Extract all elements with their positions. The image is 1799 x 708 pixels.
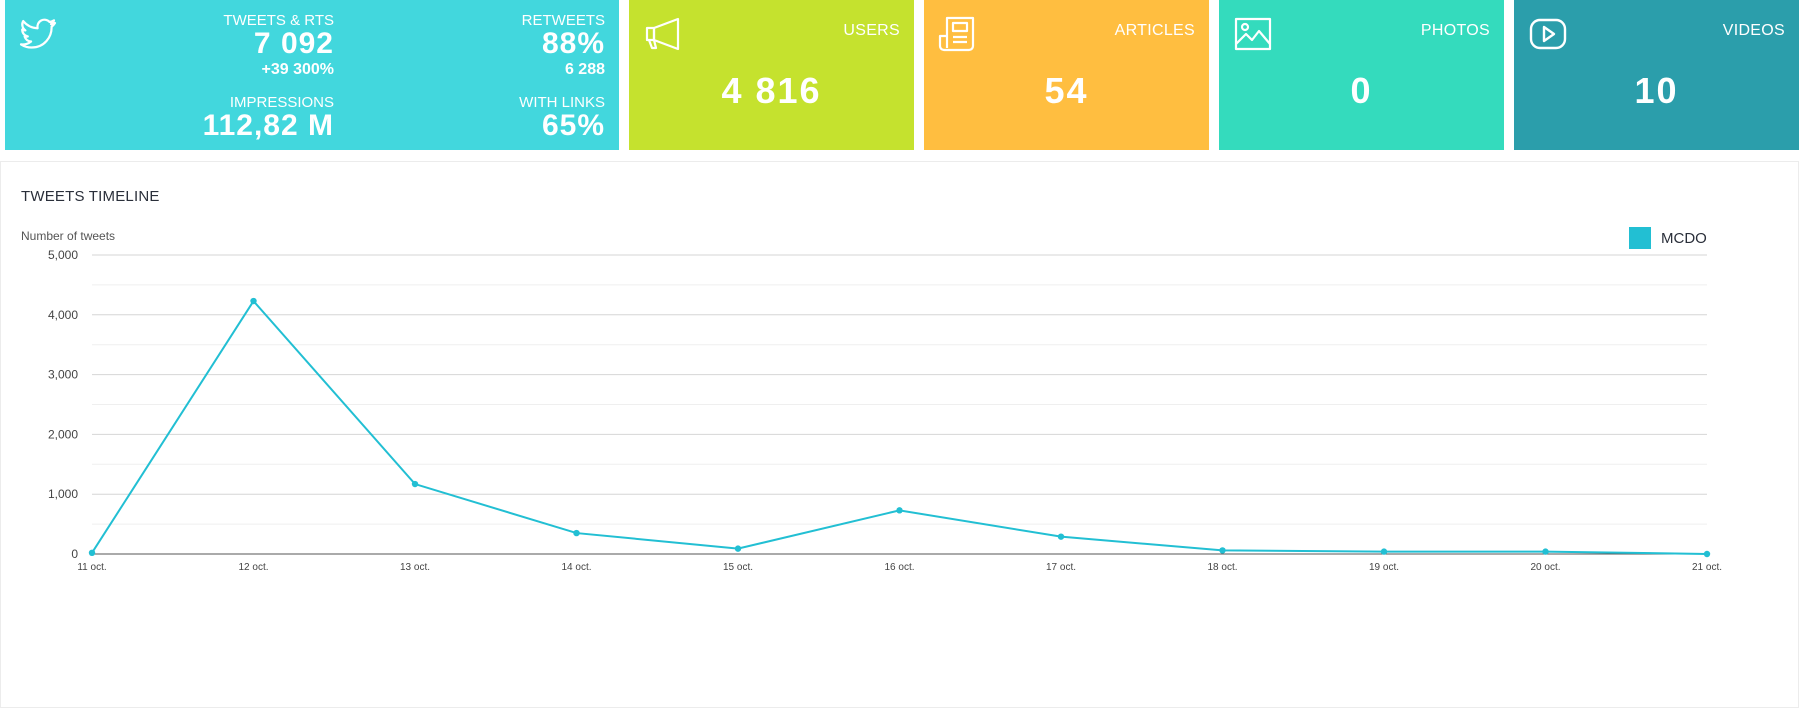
data-point xyxy=(1380,548,1388,555)
y-tick-label: 5,000 xyxy=(48,248,78,262)
articles-label: Articles xyxy=(1114,22,1195,39)
image-icon xyxy=(1233,14,1273,54)
data-point xyxy=(1542,548,1549,555)
retweets-label: Retweets xyxy=(521,12,605,29)
tile-tweets: Tweets & RTs 7 092 +39 300% Retweets 88%… xyxy=(5,0,619,150)
data-point xyxy=(1057,533,1065,540)
newspaper-icon xyxy=(938,14,978,54)
data-point xyxy=(1219,547,1226,554)
x-tick-label: 16 oct. xyxy=(884,562,914,573)
data-point xyxy=(88,549,96,557)
x-tick-label: 15 oct. xyxy=(723,562,753,573)
y-tick-label: 2,000 xyxy=(48,427,78,441)
x-tick-label: 20 oct. xyxy=(1530,562,1560,573)
impressions-label: Impressions xyxy=(229,94,334,111)
retweets-stat: Retweets 88% 6 288 xyxy=(522,12,605,81)
users-value: 4 816 xyxy=(721,70,822,111)
x-tick-label: 18 oct. xyxy=(1207,562,1237,573)
y-tick-label: 3,000 xyxy=(48,368,78,382)
x-tick-label: 21 oct. xyxy=(1692,562,1722,573)
x-tick-label: 12 oct. xyxy=(238,562,268,573)
tweets-change: +39 300% xyxy=(261,61,334,78)
videos-label: Videos xyxy=(1722,22,1785,39)
tile-photos: Photos 0 xyxy=(1219,0,1504,150)
x-tick-label: 14 oct. xyxy=(561,562,591,573)
tweets-line-chart: 0 1,000 2,000 3,000 4,000 5,000 11 oct. 12 oct.… xyxy=(48,248,1722,573)
y-tick-label: 0 xyxy=(71,547,78,561)
impressions-stat: Impressions 112,82 M xyxy=(203,94,334,141)
links-value: 65% xyxy=(541,109,605,142)
legend-label: MCDO xyxy=(1661,229,1707,247)
data-point xyxy=(411,480,419,488)
tweets-timeline-panel: Tweets timeline Number of tweets MCDO 01… xyxy=(0,161,1799,708)
users-label: Users xyxy=(843,22,900,39)
tile-articles: Articles 54 xyxy=(924,0,1209,150)
series-line xyxy=(91,299,1708,555)
links-label: With links xyxy=(519,94,605,111)
x-tick-label: 17 oct. xyxy=(1046,562,1076,573)
tile-users: Users 4 816 xyxy=(629,0,914,150)
data-point xyxy=(250,297,257,305)
play-button-icon xyxy=(1528,14,1568,54)
x-tick-label: 11 oct. xyxy=(77,562,106,573)
retweets-count: 6 288 xyxy=(564,61,605,78)
impressions-value: 112,82 M xyxy=(202,109,334,142)
articles-value: 54 xyxy=(1044,70,1089,111)
legend-swatch xyxy=(1629,227,1651,249)
tweets-label: Tweets & RTs xyxy=(223,12,334,29)
photos-value: 0 xyxy=(1350,70,1373,111)
x-tick-label: 13 oct. xyxy=(400,562,430,573)
megaphone-icon xyxy=(643,14,683,54)
data-point xyxy=(573,529,580,537)
panel-title: Tweets timeline xyxy=(21,188,160,205)
videos-value: 10 xyxy=(1634,70,1679,111)
data-point xyxy=(1703,550,1711,558)
stats-tiles: Tweets & RTs 7 092 +39 300% Retweets 88%… xyxy=(0,0,1799,150)
links-stat: With links 65% xyxy=(519,94,605,141)
x-tick-label: 19 oct. xyxy=(1369,562,1399,573)
data-point xyxy=(734,545,742,552)
tweets-value: 7 092 xyxy=(253,27,334,60)
y-axis-title: Number of tweets xyxy=(21,229,116,243)
retweets-value: 88% xyxy=(541,27,605,60)
data-point xyxy=(896,507,903,514)
y-tick-label: 4,000 xyxy=(48,308,78,322)
chart-legend[interactable]: MCDO xyxy=(1629,227,1707,249)
twitter-bird-icon xyxy=(19,14,59,54)
y-tick-label: 1,000 xyxy=(48,487,78,501)
photos-label: Photos xyxy=(1420,22,1490,39)
tweets-stat: Tweets & RTs 7 092 +39 300% xyxy=(223,12,334,81)
tile-videos: Videos 10 xyxy=(1514,0,1799,150)
